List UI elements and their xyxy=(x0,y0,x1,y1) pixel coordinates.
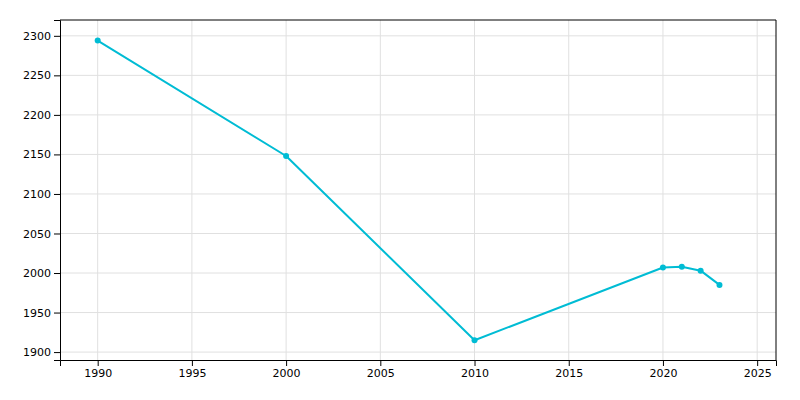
y-axis: 1900 1950 2000 2050 2100 2150 2200 2250 2300 xyxy=(23,21,61,361)
point xyxy=(716,282,722,288)
x-tick: 2020 xyxy=(649,360,677,380)
x-tick-label: 1995 xyxy=(178,367,206,380)
y-tick: 2200 xyxy=(23,109,60,122)
y-tick-mark xyxy=(54,194,60,195)
x-tick: 1995 xyxy=(178,360,206,380)
y-tick-label: 2150 xyxy=(23,148,51,161)
y-tick-label: 2200 xyxy=(23,109,51,122)
y-tick: 2000 xyxy=(23,267,60,280)
chart-svg: 1990 1995 2000 2005 2010 2015 2020 2025 1900 1950… xyxy=(0,0,800,400)
y-tick-label: 1950 xyxy=(23,307,51,320)
y-grid-line xyxy=(60,193,776,194)
grid xyxy=(60,20,776,360)
y-tick: 2100 xyxy=(23,188,60,201)
y-grid-line xyxy=(60,233,776,234)
x-tick-mark xyxy=(380,360,381,366)
data-marks xyxy=(95,38,723,344)
y-tick: 2150 xyxy=(23,148,60,161)
y-tick-mark xyxy=(54,233,60,234)
x-tick-mark xyxy=(192,360,193,366)
x-tick-label: 2015 xyxy=(555,367,583,380)
x-tick-mark xyxy=(98,360,99,366)
y-grid-line xyxy=(60,273,776,274)
chart-container: 1990 1995 2000 2005 2010 2015 2020 2025 1900 1950… xyxy=(0,0,800,400)
y-tick-mark xyxy=(54,75,60,76)
y-grid-line xyxy=(60,154,776,155)
x-tick: 2015 xyxy=(555,360,583,380)
y-tick-label: 1900 xyxy=(23,346,51,359)
y-tick: 2300 xyxy=(23,30,60,43)
y-tick-mark xyxy=(54,154,60,155)
x-tick: 2005 xyxy=(367,360,395,380)
y-tick-mark xyxy=(54,352,60,353)
y-tick-label: 2250 xyxy=(23,69,51,82)
x-grid-line xyxy=(568,20,569,360)
y-tick-mark xyxy=(54,36,60,37)
y-tick: 2050 xyxy=(23,228,60,241)
x-tick: 1990 xyxy=(84,360,112,380)
x-tick-mark xyxy=(569,360,570,366)
y-tick-mark xyxy=(54,313,60,314)
x-tick: 2025 xyxy=(744,360,772,380)
x-tick-mark xyxy=(475,360,476,366)
y-tick: 1900 xyxy=(23,346,60,359)
y-tick-mark xyxy=(54,273,60,274)
y-grid-line xyxy=(60,352,776,353)
x-grid-line xyxy=(191,20,192,360)
plot-area: 1990 1995 2000 2005 2010 2015 2020 2025 1900 1950… xyxy=(23,20,777,380)
plot-frame-top xyxy=(60,20,776,21)
y-tick: 1950 xyxy=(23,307,60,320)
x-grid-line xyxy=(380,20,381,360)
point xyxy=(472,337,478,343)
y-axis-line xyxy=(54,21,61,361)
x-axis: 1990 1995 2000 2005 2010 2015 2020 2025 xyxy=(61,360,777,380)
x-tick: 2000 xyxy=(273,360,301,380)
x-grid-line xyxy=(286,20,287,360)
point xyxy=(95,38,101,44)
point xyxy=(679,264,685,270)
x-tick-mark xyxy=(757,360,758,366)
x-tick: 2010 xyxy=(461,360,489,380)
line xyxy=(98,41,720,341)
x-grid-line xyxy=(757,20,758,360)
y-grid-line xyxy=(60,114,776,115)
y-tick-label: 2300 xyxy=(23,30,51,43)
y-grid-line xyxy=(60,35,776,36)
y-tick: 2250 xyxy=(23,69,60,82)
x-grid-line xyxy=(662,20,663,360)
x-tick-label: 1990 xyxy=(84,367,112,380)
x-tick-label: 2005 xyxy=(367,367,395,380)
x-tick-mark xyxy=(663,360,664,366)
y-tick-label: 2050 xyxy=(23,228,51,241)
x-grid-line xyxy=(97,20,98,360)
x-tick-label: 2020 xyxy=(649,367,677,380)
plot-frame-right xyxy=(776,20,777,360)
y-grid-line xyxy=(60,75,776,76)
x-grid-line xyxy=(474,20,475,360)
x-tick-label: 2000 xyxy=(273,367,301,380)
y-grid-line xyxy=(60,312,776,313)
y-tick-label: 2100 xyxy=(23,188,51,201)
x-tick-label: 2025 xyxy=(744,367,772,380)
x-axis-line xyxy=(61,361,777,367)
x-tick-label: 2010 xyxy=(461,367,489,380)
point xyxy=(698,268,704,274)
y-tick-label: 2000 xyxy=(23,267,51,280)
point xyxy=(283,153,289,159)
y-tick-mark xyxy=(54,115,60,116)
point xyxy=(660,264,666,270)
x-tick-mark xyxy=(286,360,287,366)
